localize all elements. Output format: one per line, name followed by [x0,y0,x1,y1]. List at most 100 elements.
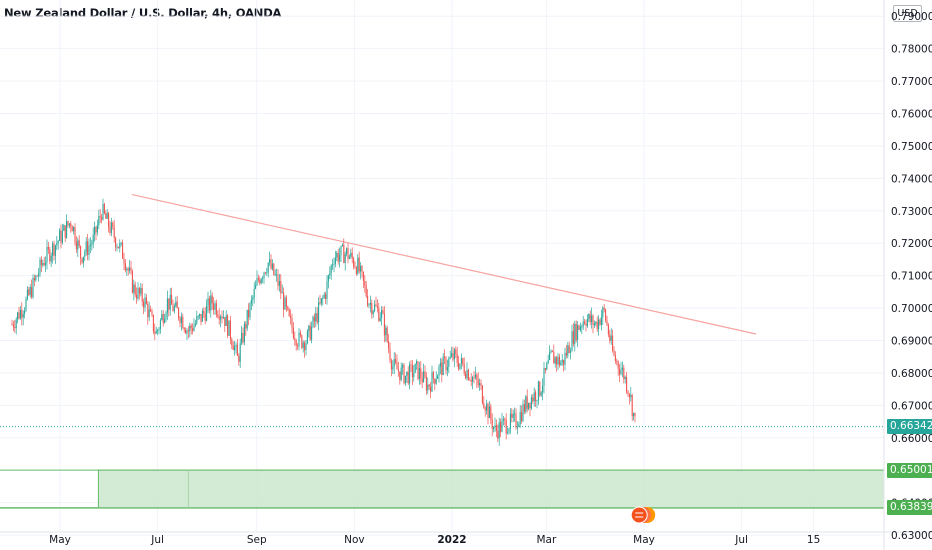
candle-body [189,325,191,332]
candle-body [544,368,546,370]
candle-body [396,362,398,370]
candle-body [257,278,259,280]
candle-body [235,344,237,347]
candle-body [595,321,597,324]
candle-body [316,313,318,323]
currency-selector[interactable]: USD [893,5,922,22]
candle-body [221,316,223,319]
candle-body [81,258,83,263]
candle-body [483,403,485,408]
candle-body [532,397,534,402]
candle-body [302,342,304,348]
candle-body [424,371,426,377]
candle-body [346,248,348,254]
candle-body [530,397,532,409]
candle-body [173,306,175,312]
candle-body [84,252,86,257]
candle-body [63,225,65,231]
zone-bottom-price-tag: 0.63839 [887,500,932,516]
candle-body [592,315,594,326]
candle-body [558,356,560,366]
candle-body [376,306,378,308]
candle-body [208,298,210,311]
candle-body [224,317,226,326]
candle-body [519,412,521,425]
candle-body [133,284,135,293]
candle-body [480,383,482,386]
candle-body [470,379,472,382]
candle-body [33,278,35,281]
candle-body [152,314,154,332]
y-tick-label: 0.68000 [891,368,932,380]
candle-body [579,326,581,330]
candle-body [621,367,623,371]
x-tick-label: 15 [807,534,820,546]
candle-body [262,278,264,280]
candle-body [253,288,255,298]
candle-body [14,327,16,329]
demand-zone [0,426,885,509]
candle-body [151,311,153,315]
candle-body [263,272,265,279]
candle-body [554,357,556,364]
candle-body [409,364,411,384]
candle-body [498,422,500,439]
candle-body [607,325,609,335]
event-marker-icon [630,506,648,524]
candle-body [586,319,588,326]
candle-body [94,226,96,235]
candle-body [199,313,201,316]
candle-body [126,268,128,271]
candle-body [375,304,377,307]
candle-body [290,315,292,318]
candle-body [134,284,136,295]
candle-body [603,307,605,310]
candle-body [542,385,544,393]
candle-body [439,362,441,367]
candle-body [252,297,254,300]
candle-body [326,281,328,299]
candle-body [31,287,33,298]
candle-body [273,263,275,275]
candle-body [102,204,104,220]
candle-body [441,362,443,376]
candle-body [515,413,517,428]
candle-body [259,279,261,284]
candle-body [143,301,145,308]
candle-body [343,244,345,264]
candle-body [507,432,509,434]
candle-body [277,274,279,286]
candle-body [53,243,55,256]
candle-body [186,330,188,334]
candle-body [539,381,541,396]
candle-body [570,350,572,353]
candle-body [203,311,205,314]
candle-body [105,213,107,219]
candle-body [325,294,327,299]
y-tick-label: 0.75000 [891,141,932,153]
current-price-tag: 0.66342 [887,419,932,435]
candle-body [22,313,24,318]
candle-body [502,418,504,421]
candle-body [138,288,140,294]
candle-body [467,369,469,380]
candle-body [154,331,156,334]
candle-body [215,303,217,315]
candle-body [269,259,271,263]
candle-body [381,309,383,318]
candles [11,198,636,446]
candle-body [21,309,23,318]
candle-body [270,259,272,269]
candle-body [410,364,412,366]
candle-body [575,323,577,340]
candle-body [266,272,268,274]
y-tick-label: 0.69000 [891,335,932,347]
candle-body [617,361,619,369]
candle-body [431,372,433,392]
candle-body [18,312,20,319]
zone-rect [97,469,885,509]
candle-body [512,413,514,418]
candle-body [288,309,290,316]
